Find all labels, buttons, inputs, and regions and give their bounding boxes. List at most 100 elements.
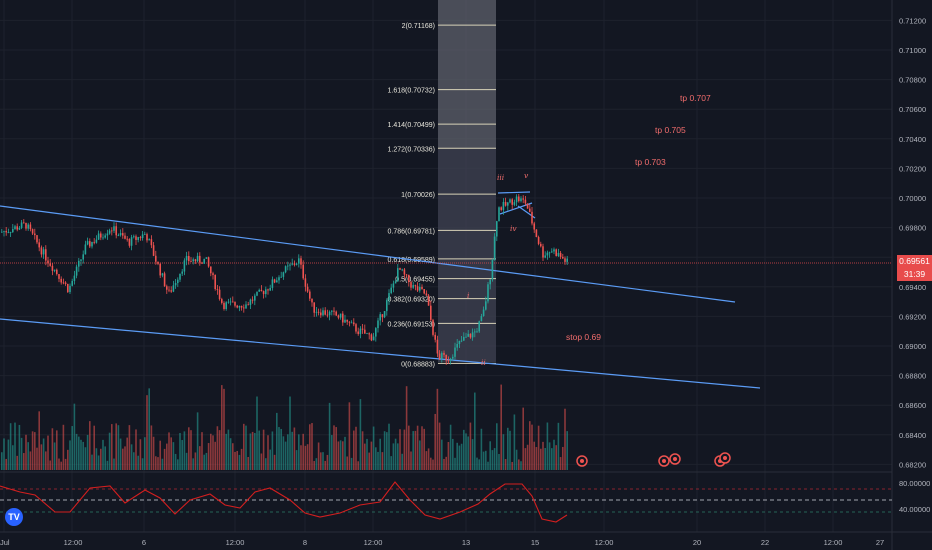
- candle-body: [31, 229, 34, 234]
- candle-body: [104, 235, 106, 238]
- volume-bar: [331, 435, 333, 470]
- volume-bar: [247, 457, 249, 470]
- candle-body: [137, 237, 139, 240]
- candle-body: [531, 211, 533, 224]
- trend-line: [0, 318, 761, 389]
- volume-bar: [533, 441, 535, 470]
- candle-body: [350, 322, 353, 324]
- volume-bar: [471, 439, 474, 470]
- volume-bar: [73, 403, 76, 470]
- volume-bar: [507, 427, 509, 470]
- candle-body: [102, 237, 104, 239]
- volume-bar: [480, 428, 483, 470]
- volume-bar: [280, 428, 282, 470]
- candle-body: [311, 298, 313, 303]
- candle-body: [298, 258, 300, 264]
- candle-body: [18, 227, 21, 230]
- earnings-event-dot: [723, 456, 727, 460]
- candle-body: [289, 264, 291, 266]
- candle-body: [346, 319, 348, 322]
- fib-level-label: 1(0.70026): [401, 192, 435, 199]
- volume-bar: [557, 422, 560, 470]
- candle-body: [181, 271, 183, 274]
- volume-bar: [487, 461, 489, 470]
- volume-bar: [188, 427, 190, 470]
- volume-bar: [405, 386, 408, 470]
- volume-bar: [427, 448, 430, 470]
- trade-annotation: tp 0.703: [635, 157, 666, 167]
- volume-bar: [408, 425, 410, 470]
- candle-body: [82, 254, 84, 260]
- candle-body: [463, 337, 465, 341]
- candle-body: [247, 304, 249, 306]
- candle-body: [368, 333, 370, 335]
- volume-bar: [434, 413, 436, 470]
- volume-bar: [370, 441, 373, 470]
- volume-bar: [377, 451, 379, 470]
- candle-body: [452, 356, 454, 359]
- volume-bar: [383, 431, 386, 470]
- event-markers[interactable]: [576, 452, 731, 467]
- candle-body: [218, 289, 221, 300]
- tradingview-logo-icon[interactable]: TV: [5, 508, 23, 526]
- volume-bar: [291, 431, 293, 470]
- volume-bar: [300, 445, 302, 470]
- volume-bar: [306, 444, 309, 470]
- price-tick-label: 0.71200: [899, 16, 926, 25]
- candle-body: [344, 319, 346, 323]
- volume-bar: [392, 443, 395, 470]
- trend-channel[interactable]: [0, 191, 892, 389]
- volume-bar: [212, 435, 214, 470]
- wave-label: i: [467, 291, 470, 300]
- candle-body: [69, 285, 71, 293]
- candle-body: [379, 314, 381, 321]
- candle-body: [482, 309, 485, 317]
- volume-bar: [443, 458, 445, 470]
- volume-bar: [159, 440, 161, 470]
- volume-bar: [62, 424, 65, 470]
- volume-bar: [520, 461, 522, 470]
- countdown-badge: 31:39: [897, 268, 932, 281]
- candle-body: [243, 307, 245, 309]
- volume-bar: [372, 426, 375, 470]
- price-axis[interactable]: 0.71200 0.71000 0.70800 0.70600 0.70400 0.702…: [899, 16, 930, 514]
- fib-level-label: 0.236(0.69153): [388, 321, 435, 328]
- volume-bar: [456, 442, 458, 470]
- volume-bar: [489, 441, 491, 470]
- wave-label: ii: [481, 358, 486, 367]
- candle-body: [223, 302, 225, 309]
- volume-bar: [304, 445, 307, 470]
- candle-body: [324, 310, 326, 315]
- fib-level-label: 0.5(0.69455): [395, 277, 435, 284]
- volume-bar: [7, 439, 10, 470]
- volume-bar: [75, 433, 78, 470]
- candle-body: [166, 286, 168, 290]
- candle-body: [56, 269, 58, 275]
- volume-bar: [531, 424, 533, 470]
- fibonacci-extension[interactable]: 2(0.71168) 1.618(0.70732) 1.414(0.70499) 1.…: [388, 0, 496, 368]
- candle-body: [430, 305, 432, 320]
- candle-body: [474, 331, 476, 333]
- candle-body: [267, 289, 269, 291]
- volume-bar: [478, 459, 480, 470]
- volume-bar: [465, 433, 467, 470]
- candle-body: [203, 258, 205, 264]
- volume-bar: [47, 435, 49, 470]
- time-axis[interactable]: Jul 12:00 6 12:00 8 12:00 13 15 12:00 20 22 12:00 27: [0, 538, 884, 547]
- volume-bar: [179, 433, 181, 470]
- volume-bar: [254, 432, 256, 470]
- volume-bar: [163, 448, 166, 470]
- candle-body: [445, 354, 447, 361]
- candle-body: [108, 230, 111, 234]
- volume-bar: [447, 442, 450, 470]
- price-tick-label: 0.70600: [899, 105, 926, 114]
- volume-bar: [562, 446, 564, 470]
- volume-bar: [502, 434, 505, 470]
- volume-bar: [207, 443, 210, 470]
- candle-body: [333, 310, 335, 312]
- volume-bar: [100, 448, 102, 470]
- candle-body: [12, 228, 14, 233]
- volume-bar: [216, 426, 219, 470]
